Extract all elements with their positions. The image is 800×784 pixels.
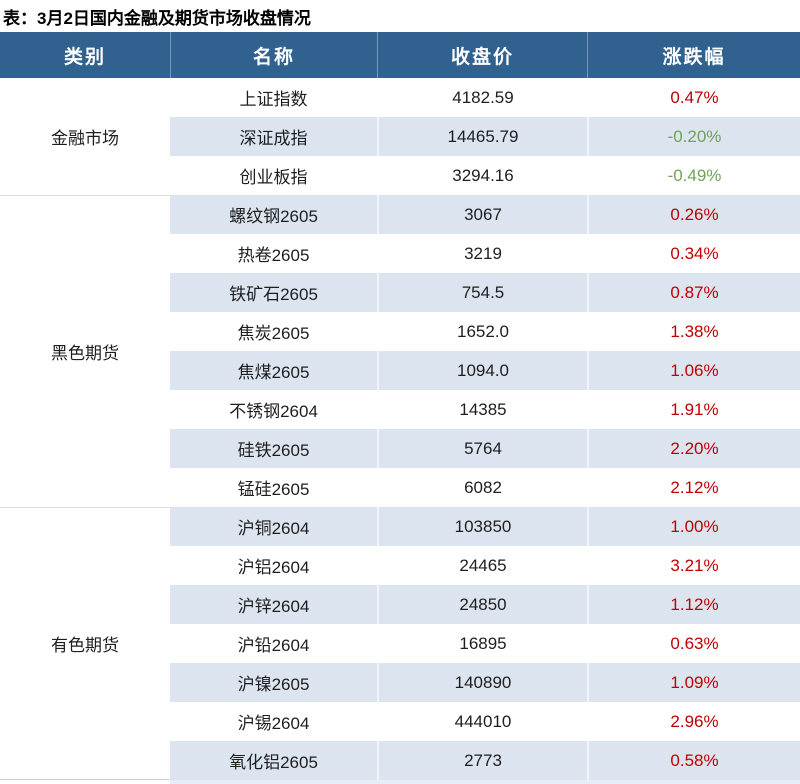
table-row: 沪锌2604 24850 1.12% <box>0 585 800 624</box>
name-cell: 沪镍2605 <box>170 663 377 702</box>
close-price-cell: 5764 <box>377 429 587 468</box>
header-name: 名称 <box>170 32 377 78</box>
close-price-cell: 14465.79 <box>377 117 587 156</box>
table-row: 锰硅2605 6082 2.12% <box>0 468 800 507</box>
change-pct-cell: 2.12% <box>587 468 800 507</box>
table-row: 深证成指 14465.79 -0.20% <box>0 117 800 156</box>
change-pct-cell: 1.09% <box>587 663 800 702</box>
change-pct-cell: 1.91% <box>587 390 800 429</box>
table-row: 沪镍2605 140890 1.09% <box>0 663 800 702</box>
table-row: 沪铅2604 16895 0.63% <box>0 624 800 663</box>
close-price-cell: 140890 <box>377 663 587 702</box>
name-cell: 焦煤2605 <box>170 351 377 390</box>
close-price-cell: 1094.0 <box>377 351 587 390</box>
name-cell: 热卷2605 <box>170 234 377 273</box>
table-row: 有色期货 沪铜2604 103850 1.00% <box>0 507 800 780</box>
name-cell: 氧化铝2605 <box>170 741 377 780</box>
header-row: 类别 名称 收盘价 涨跌幅 <box>0 32 800 78</box>
header-close-price: 收盘价 <box>377 32 587 78</box>
close-price-cell: 1652.0 <box>377 312 587 351</box>
market-table: 类别 名称 收盘价 涨跌幅 金融市场 上证指数 4182.59 0.47% 深证成指 14… <box>0 32 800 780</box>
name-cell: 不锈钢2604 <box>170 390 377 429</box>
close-price-cell: 24850 <box>377 585 587 624</box>
change-pct-cell: 1.00% <box>587 507 800 546</box>
close-price-cell: 103850 <box>377 507 587 546</box>
table-row: 焦煤2605 1094.0 1.06% <box>0 351 800 390</box>
table-row: 不锈钢2604 14385 1.91% <box>0 390 800 429</box>
close-price-cell: 754.5 <box>377 273 587 312</box>
table-row: 硅铁2605 5764 2.20% <box>0 429 800 468</box>
close-price-cell: 24465 <box>377 546 587 585</box>
name-cell: 螺纹钢2605 <box>170 195 377 234</box>
name-cell: 焦炭2605 <box>170 312 377 351</box>
name-cell: 沪铅2604 <box>170 624 377 663</box>
change-pct-cell: 0.87% <box>587 273 800 312</box>
change-pct-cell: 1.06% <box>587 351 800 390</box>
change-pct-cell: 0.63% <box>587 624 800 663</box>
table-row: 沪铝2604 24465 3.21% <box>0 546 800 585</box>
name-cell: 沪铜2604 <box>170 507 377 546</box>
table-row: 焦炭2605 1652.0 1.38% <box>0 312 800 351</box>
name-cell: 深证成指 <box>170 117 377 156</box>
table-row: 热卷2605 3219 0.34% <box>0 234 800 273</box>
change-pct-cell: -0.20% <box>587 117 800 156</box>
close-price-cell: 14385 <box>377 390 587 429</box>
name-cell: 沪铝2604 <box>170 546 377 585</box>
header-category: 类别 <box>0 32 170 78</box>
name-cell: 锰硅2605 <box>170 468 377 507</box>
change-pct-cell: 1.12% <box>587 585 800 624</box>
name-cell: 沪锌2604 <box>170 585 377 624</box>
name-cell: 硅铁2605 <box>170 429 377 468</box>
category-cell: 有色期货 <box>0 507 170 780</box>
table-body: 金融市场 上证指数 4182.59 0.47% 深证成指 14465.79 -0.20% 创业… <box>0 78 800 780</box>
table-title: 表：3月2日国内金融及期货市场收盘情况 <box>3 8 311 28</box>
change-pct-cell: 0.58% <box>587 741 800 780</box>
change-pct-cell: -0.49% <box>587 156 800 195</box>
close-price-cell: 2773 <box>377 741 587 780</box>
close-price-cell: 3219 <box>377 234 587 273</box>
table-row: 金融市场 上证指数 4182.59 0.47% <box>0 78 800 195</box>
table-row: 氧化铝2605 2773 0.58% <box>0 741 800 780</box>
table-row: 创业板指 3294.16 -0.49% <box>0 156 800 195</box>
name-cell: 创业板指 <box>170 156 377 195</box>
close-price-cell: 3294.16 <box>377 156 587 195</box>
change-pct-cell: 0.47% <box>587 78 800 117</box>
table-row: 铁矿石2605 754.5 0.87% <box>0 273 800 312</box>
change-pct-cell: 0.34% <box>587 234 800 273</box>
category-cell: 黑色期货 <box>0 195 170 507</box>
close-price-cell: 4182.59 <box>377 78 587 117</box>
change-pct-cell: 0.26% <box>587 195 800 234</box>
name-cell: 铁矿石2605 <box>170 273 377 312</box>
name-cell: 沪锡2604 <box>170 702 377 741</box>
category-cell: 金融市场 <box>0 78 170 195</box>
name-cell: 上证指数 <box>170 78 377 117</box>
table-row: 黑色期货 螺纹钢2605 3067 0.26% <box>0 195 800 507</box>
table-row: 沪锡2604 444010 2.96% <box>0 702 800 741</box>
change-pct-cell: 2.96% <box>587 702 800 741</box>
change-pct-cell: 1.38% <box>587 312 800 351</box>
header-change-pct: 涨跌幅 <box>587 32 800 78</box>
close-price-cell: 444010 <box>377 702 587 741</box>
change-pct-cell: 2.20% <box>587 429 800 468</box>
close-price-cell: 6082 <box>377 468 587 507</box>
close-price-cell: 3067 <box>377 195 587 234</box>
bottom-strip <box>170 780 800 784</box>
change-pct-cell: 3.21% <box>587 546 800 585</box>
close-price-cell: 16895 <box>377 624 587 663</box>
